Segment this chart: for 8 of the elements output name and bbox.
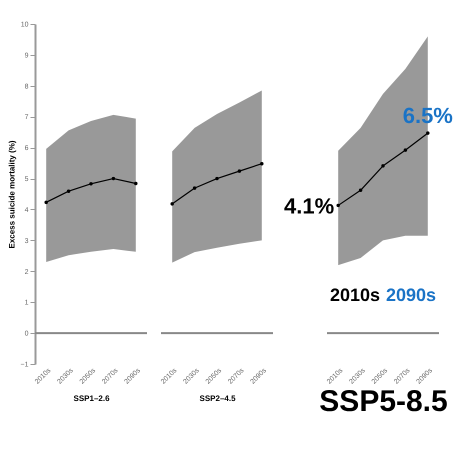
- annotation: 2010s: [330, 285, 380, 305]
- annotation: 4.1%: [284, 193, 334, 218]
- x-axis-title: SSP5-8.5: [319, 384, 448, 418]
- x-axis-title: SSP1–2.6: [73, 394, 110, 403]
- x-axis-title: SSP2–4.5: [199, 394, 236, 403]
- annotation: 6.5%: [402, 103, 453, 128]
- annotation: 2090s: [386, 285, 436, 305]
- y-axis-title: Excess suicide mortality (%): [8, 140, 17, 249]
